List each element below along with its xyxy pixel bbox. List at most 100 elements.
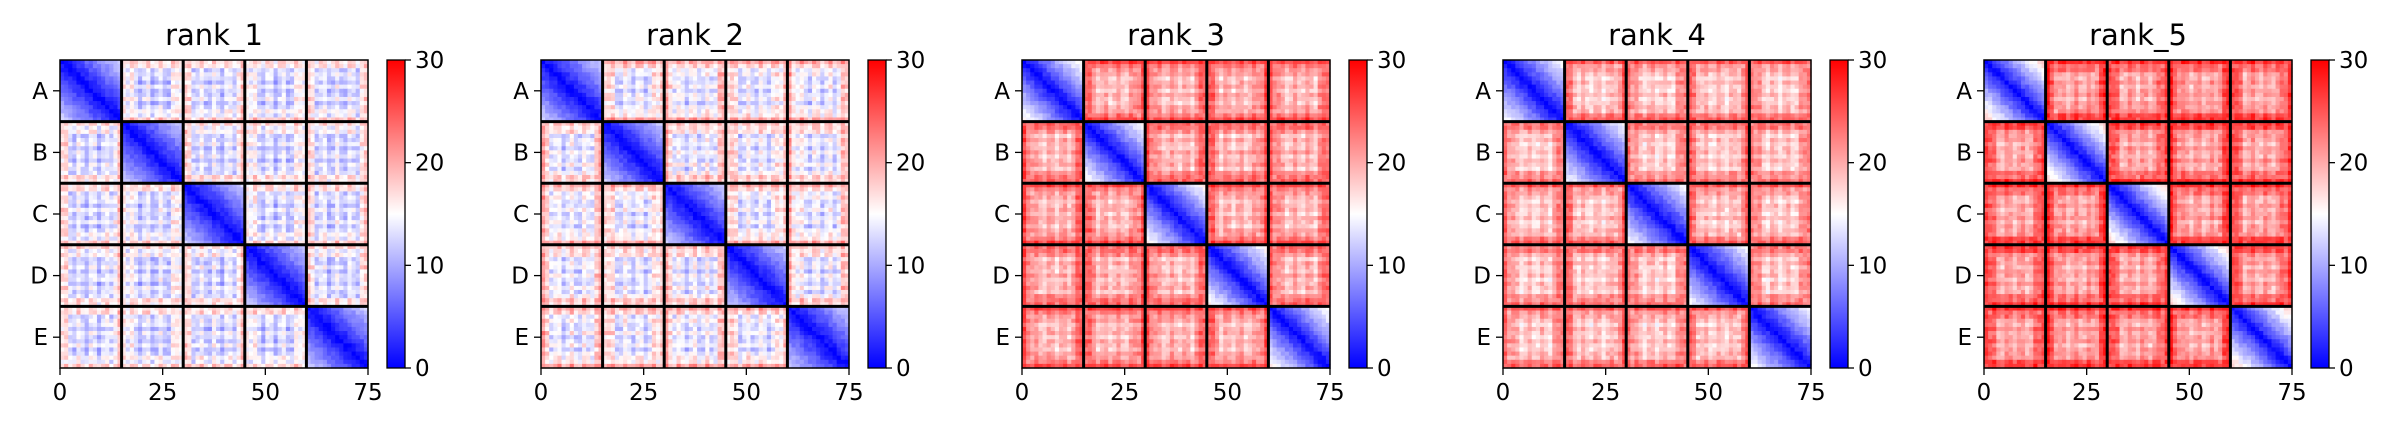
- heatmap-cell: [343, 121, 349, 127]
- heatmap-cell: [273, 109, 279, 114]
- heatmap-cell: [207, 248, 213, 254]
- heatmap-cell: [306, 207, 312, 213]
- heatmap-cell: [220, 92, 225, 98]
- heatmap-cell: [92, 109, 98, 114]
- heatmap-cell: [318, 195, 324, 201]
- heatmap-cell: [203, 121, 209, 127]
- heatmap-cell: [216, 121, 221, 127]
- heatmap-cell: [96, 240, 102, 246]
- heatmap-cell: [363, 298, 369, 303]
- heatmap-cell: [273, 84, 279, 90]
- heatmap-cell: [318, 150, 324, 156]
- heatmap-cell: [60, 101, 65, 106]
- heatmap-cell: [76, 220, 82, 225]
- heatmap-cell: [363, 253, 369, 258]
- heatmap-cell: [285, 232, 291, 238]
- heatmap-cell: [88, 170, 94, 176]
- heatmap-cell: [343, 236, 349, 242]
- heatmap-cell: [351, 101, 357, 106]
- heatmap-cell: [335, 191, 340, 197]
- heatmap-cell: [142, 298, 147, 303]
- heatmap-cell: [60, 265, 65, 271]
- heatmap-cell: [84, 158, 90, 164]
- heatmap-cell: [68, 84, 73, 90]
- heatmap-cell: [142, 257, 147, 262]
- heatmap-cell: [306, 146, 312, 151]
- heatmap-cell: [285, 60, 291, 65]
- heatmap-cell: [179, 306, 184, 312]
- heatmap-cell: [220, 257, 225, 262]
- heatmap-cell: [60, 76, 65, 82]
- heatmap-cell: [138, 72, 143, 78]
- heatmap-cell: [273, 265, 279, 271]
- heatmap-cell: [331, 170, 336, 176]
- heatmap-cell: [125, 72, 131, 78]
- heatmap-cell: [224, 142, 229, 147]
- heatmap-cell: [343, 265, 349, 271]
- heatmap-cell: [216, 269, 221, 275]
- heatmap-cell: [191, 195, 197, 201]
- heatmap-cell: [265, 162, 271, 168]
- heatmap-cell: [265, 125, 271, 131]
- heatmap-cell: [174, 170, 180, 176]
- heatmap-cell: [179, 72, 184, 78]
- heatmap-cell: [166, 76, 172, 82]
- heatmap-cell: [60, 244, 65, 250]
- heatmap-cell: [133, 88, 139, 94]
- heatmap-cell: [133, 253, 139, 258]
- heatmap-cell: [281, 150, 287, 156]
- heatmap-cell: [224, 133, 229, 139]
- heatmap-cell: [191, 125, 197, 131]
- heatmap-cell: [92, 138, 98, 143]
- heatmap-cell: [92, 64, 98, 69]
- heatmap-cell: [216, 277, 221, 283]
- heatmap-cell: [244, 199, 250, 205]
- heatmap-cell: [228, 289, 234, 295]
- heatmap-cell: [154, 146, 160, 151]
- heatmap-cell: [363, 68, 369, 73]
- heatmap-cell: [138, 154, 143, 160]
- heatmap-cell: [277, 240, 283, 246]
- heatmap-cell: [80, 220, 86, 225]
- heatmap-cell: [117, 285, 123, 291]
- heatmap-cell: [117, 240, 123, 246]
- heatmap-cell: [109, 92, 114, 98]
- heatmap-cell: [261, 162, 266, 168]
- heatmap-cell: [261, 273, 266, 279]
- heatmap-cell: [109, 294, 114, 299]
- heatmap-cell: [277, 232, 283, 238]
- heatmap-cell: [343, 113, 349, 119]
- heatmap-cell: [281, 261, 287, 266]
- heatmap-cell: [314, 322, 320, 328]
- heatmap-cell: [80, 117, 86, 123]
- heatmap-cell: [76, 84, 82, 90]
- heatmap-cell: [142, 166, 147, 172]
- heatmap-cell: [174, 273, 180, 279]
- heatmap-cell: [101, 64, 106, 69]
- heatmap-cell: [60, 261, 65, 266]
- heatmap-cell: [179, 133, 184, 139]
- heatmap-cell: [298, 125, 303, 131]
- heatmap-cell: [129, 207, 135, 213]
- heatmap-cell: [101, 310, 106, 316]
- heatmap-cell: [195, 285, 201, 291]
- heatmap-cell: [269, 248, 275, 254]
- heatmap-cell: [146, 281, 151, 287]
- heatmap-cell: [76, 253, 82, 258]
- heatmap-cell: [179, 179, 184, 184]
- heatmap-cell: [318, 80, 324, 86]
- heatmap-cell: [142, 60, 147, 65]
- heatmap-cell: [191, 281, 197, 287]
- heatmap-cell: [125, 121, 131, 127]
- heatmap-cell: [306, 88, 312, 94]
- heatmap-cell: [355, 166, 361, 172]
- heatmap-cell: [228, 294, 234, 299]
- heatmap-cell: [310, 244, 316, 250]
- heatmap-cell: [183, 199, 188, 205]
- heatmap-cell: [166, 257, 172, 262]
- heatmap-cell: [355, 265, 361, 271]
- heatmap-cell: [285, 121, 291, 127]
- heatmap-cell: [339, 289, 344, 295]
- heatmap-cell: [92, 224, 98, 229]
- heatmap-cell: [68, 113, 73, 119]
